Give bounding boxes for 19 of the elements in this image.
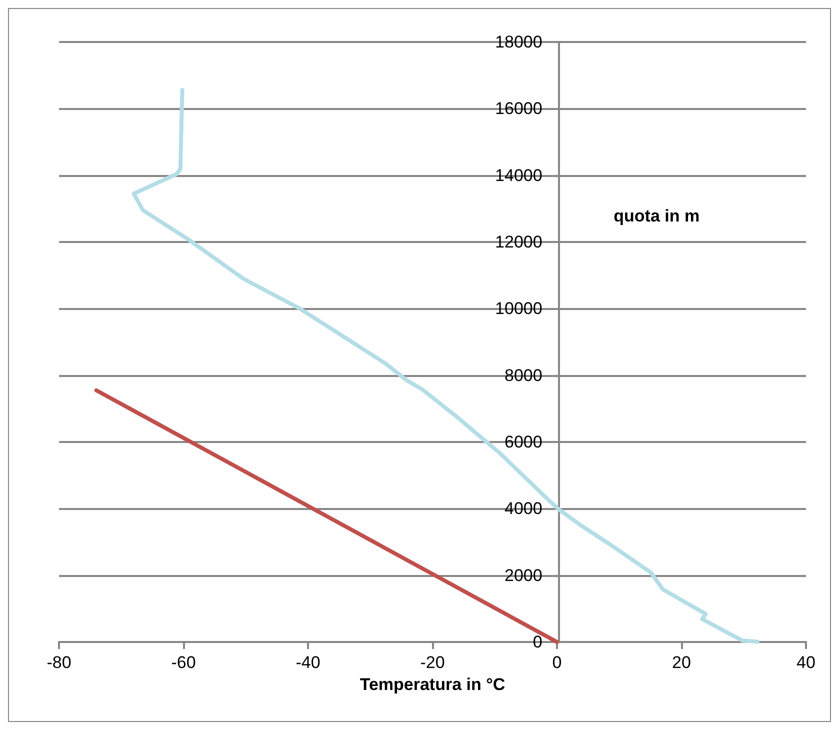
x-tick-label: -60: [171, 653, 196, 672]
y-tick-label: 16000: [495, 99, 542, 118]
y-tick-label: 18000: [495, 32, 542, 52]
y-tick-label: 2000: [504, 566, 542, 585]
x-tick-label: 0: [552, 653, 562, 672]
x-axis-title: Temperatura in °C: [360, 674, 506, 694]
y-tick-label: 6000: [504, 432, 542, 452]
y-tick-label: 14000: [495, 166, 542, 185]
y-tick-label: 8000: [504, 366, 542, 385]
y-tick-label: 4000: [504, 499, 542, 518]
y-axis-title: quota in m: [614, 206, 700, 226]
x-tick-label: -40: [296, 653, 320, 672]
y-tick-label: 12000: [495, 232, 542, 252]
x-tick-label: 40: [796, 653, 816, 672]
x-tick-label: 20: [672, 653, 691, 672]
x-tick-label: -20: [420, 653, 445, 672]
y-tick-label: 0: [532, 632, 542, 652]
y-tick-label: 10000: [495, 299, 542, 318]
x-tick-label: -80: [46, 653, 72, 672]
